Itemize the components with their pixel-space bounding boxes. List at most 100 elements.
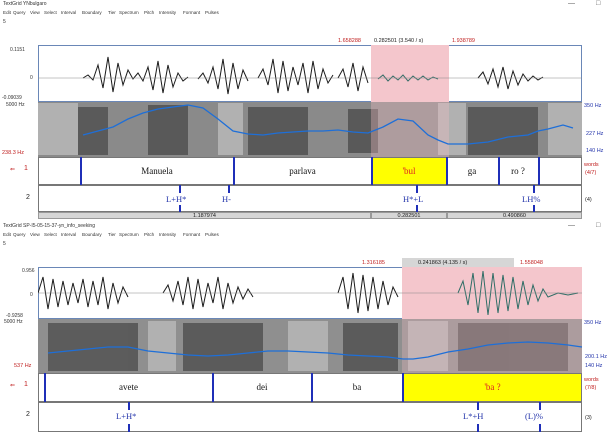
point-marker[interactable] — [128, 402, 130, 410]
boundary[interactable] — [446, 157, 448, 185]
interval-label[interactable]: Manuela — [141, 166, 173, 176]
interval-label[interactable]: ro ? — [511, 166, 525, 176]
point-marker[interactable] — [179, 185, 181, 193]
boundary[interactable] — [371, 157, 373, 185]
boundary[interactable] — [538, 157, 540, 185]
tier2-number: 2 — [26, 194, 30, 201]
point-marker[interactable] — [228, 185, 230, 193]
menu-select[interactable]: Select — [44, 232, 57, 237]
signal-display[interactable] — [38, 45, 582, 157]
menu-interval[interactable]: Interval — [61, 232, 77, 237]
interval-label-selected[interactable]: 'ba ? — [484, 382, 501, 392]
point-marker[interactable] — [477, 424, 479, 432]
wave-max-label: 0.956 — [22, 268, 35, 274]
tier-tones[interactable] — [38, 185, 582, 212]
boundary[interactable] — [498, 157, 500, 185]
selection-end-time: 1.558048 — [520, 260, 543, 266]
interval-label[interactable]: ga — [467, 166, 477, 176]
point-marker[interactable] — [477, 402, 479, 410]
point-marker[interactable] — [416, 185, 418, 193]
wave-min-label: -0.9258 — [6, 313, 23, 319]
menu-intensity[interactable]: Intensity — [159, 232, 177, 237]
menu-select[interactable]: Select — [44, 10, 57, 15]
menu-pitch[interactable]: Pitch — [144, 10, 155, 15]
menu-view[interactable]: View — [30, 10, 40, 15]
interval-label[interactable]: ba — [352, 382, 362, 392]
waveform-panel[interactable] — [38, 45, 582, 102]
window-title: TextGrid YNbulgaro — [3, 1, 47, 7]
menu-boundary[interactable]: Boundary — [82, 232, 102, 237]
point-marker[interactable] — [416, 205, 418, 213]
menu-spectrum[interactable]: Spectrum — [119, 232, 139, 237]
menu-query[interactable]: Query — [13, 232, 26, 237]
wave-min-label: -0.09039 — [2, 95, 22, 101]
minimize-icon[interactable]: — — [568, 0, 575, 7]
selection-start-time: 1.658288 — [338, 38, 361, 44]
menu-interval[interactable]: Interval — [61, 10, 77, 15]
menu-boundary[interactable]: Boundary — [82, 10, 102, 15]
point-label[interactable]: LH% — [522, 194, 541, 204]
selection-start-time: 1.316185 — [362, 260, 385, 266]
duration-bar-left[interactable]: 1.187974 — [38, 212, 371, 219]
boundary[interactable] — [80, 157, 82, 185]
menu-edit[interactable]: Edit — [3, 10, 11, 15]
boundary[interactable] — [311, 373, 313, 402]
point-marker[interactable] — [128, 424, 130, 432]
interval-label[interactable]: dei — [256, 382, 268, 392]
menu-view[interactable]: View — [30, 232, 40, 237]
duration-bar-selection[interactable]: 0.282501 — [371, 212, 447, 219]
menu-formant[interactable]: Formant — [183, 232, 201, 237]
menu-tier[interactable]: Tier — [108, 10, 116, 15]
menu-pitch[interactable]: Pitch — [144, 232, 155, 237]
pitch-low-label: 140 Hz — [585, 363, 603, 369]
textgrid-window-2: TextGrid SP-I5-05-15-37-yn_info_seeking … — [0, 222, 614, 432]
pitch-mid-label: 200.1 Hz — [585, 354, 608, 360]
point-label[interactable]: H*+L — [403, 194, 424, 204]
tier2-number: 2 — [26, 411, 30, 418]
title-bar: TextGrid YNbulgaro — □ — [0, 0, 614, 11]
tier1-arrow-icon[interactable]: ⇐ — [10, 167, 16, 173]
selection-duration: 0.241863 (4.135 / s) — [418, 260, 468, 266]
boundary[interactable] — [212, 373, 214, 402]
menu-tier[interactable]: Tier — [108, 232, 116, 237]
wave-zero-label: 0 — [30, 292, 33, 298]
menu-edit[interactable]: Edit — [3, 232, 11, 237]
signal-display[interactable] — [38, 267, 582, 373]
interval-label-selected[interactable]: 'bul — [402, 166, 416, 176]
interval-label[interactable]: parlava — [289, 166, 316, 176]
zoom-field[interactable]: 5 — [3, 19, 6, 25]
menu-query[interactable]: Query — [13, 10, 26, 15]
point-label[interactable]: L*+H — [463, 411, 484, 421]
pitch-cursor-label: 238.3 Hz — [2, 150, 25, 156]
point-marker[interactable] — [539, 402, 541, 410]
boundary[interactable] — [233, 157, 235, 185]
interval-label[interactable]: avete — [119, 382, 138, 392]
spec-max-label: 5000 Hz — [4, 319, 23, 325]
point-label[interactable]: L+H* — [116, 411, 137, 421]
menu-spectrum[interactable]: Spectrum — [119, 10, 139, 15]
interval-highlight — [372, 158, 447, 184]
point-marker[interactable] — [179, 205, 181, 213]
tier1-arrow-icon[interactable]: ⇐ — [10, 383, 16, 389]
point-marker[interactable] — [533, 205, 535, 213]
point-label[interactable]: H- — [222, 194, 231, 204]
maximize-icon[interactable]: □ — [596, 0, 601, 7]
minimize-icon[interactable]: — — [568, 222, 575, 229]
pitch-mid-label: 227 Hz — [586, 131, 604, 137]
point-marker[interactable] — [539, 424, 541, 432]
menu-pulses[interactable]: Pulses — [205, 10, 219, 15]
menu-pulses[interactable]: Pulses — [205, 232, 219, 237]
maximize-icon[interactable]: □ — [596, 222, 601, 229]
tier-words[interactable] — [38, 157, 582, 185]
menu-formant[interactable]: Formant — [183, 10, 201, 15]
menu-intensity[interactable]: Intensity — [159, 10, 177, 15]
zoom-field[interactable]: 5 — [3, 241, 6, 247]
selection-end-time: 1.938789 — [452, 38, 475, 44]
boundary[interactable] — [402, 373, 404, 402]
textgrid-window-1: TextGrid YNbulgaro — □ Edit Query View S… — [0, 0, 614, 219]
point-marker[interactable] — [533, 185, 535, 193]
point-label[interactable]: (L)% — [525, 411, 543, 421]
point-label[interactable]: L+H* — [166, 194, 187, 204]
duration-bar-right[interactable]: 0.490860 — [447, 212, 582, 219]
boundary[interactable] — [44, 373, 46, 402]
